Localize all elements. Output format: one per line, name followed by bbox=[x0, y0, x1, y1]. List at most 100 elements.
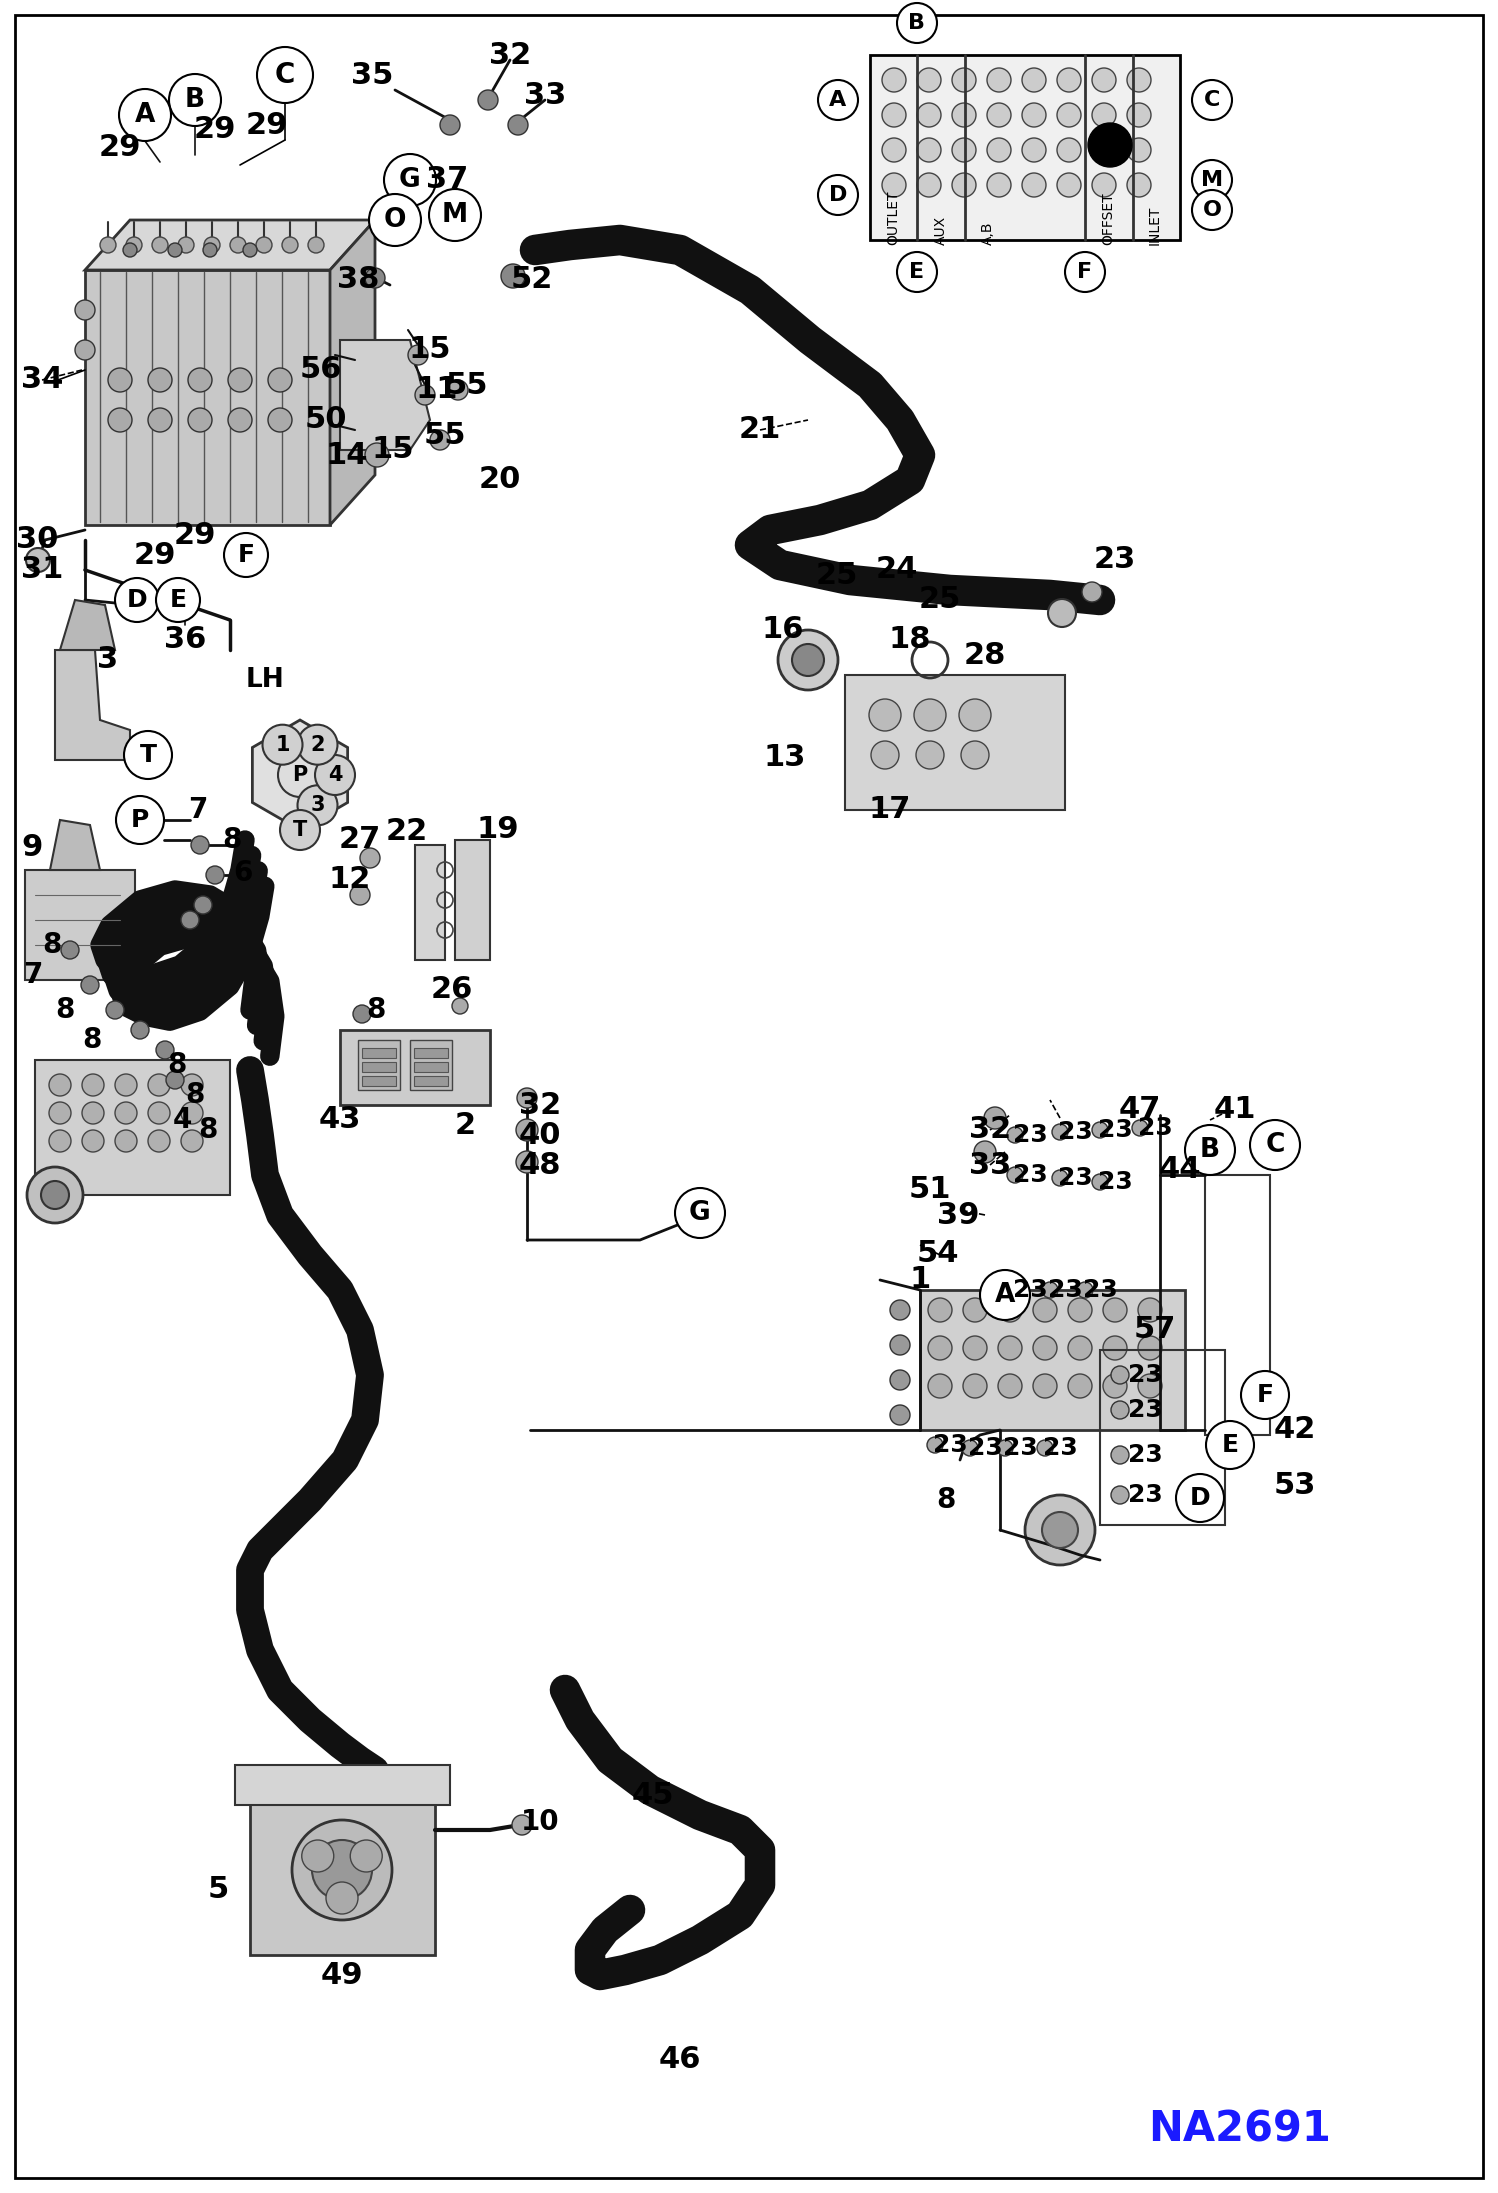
Circle shape bbox=[512, 1816, 532, 1836]
Polygon shape bbox=[55, 649, 130, 761]
Circle shape bbox=[1092, 1123, 1109, 1138]
Circle shape bbox=[953, 138, 977, 162]
Circle shape bbox=[148, 368, 172, 393]
Text: 23: 23 bbox=[1043, 1436, 1077, 1461]
Text: 31: 31 bbox=[21, 555, 63, 586]
Circle shape bbox=[82, 1103, 103, 1125]
Circle shape bbox=[25, 548, 49, 572]
Text: 23: 23 bbox=[968, 1436, 1002, 1461]
Text: 23: 23 bbox=[1128, 1364, 1162, 1386]
Circle shape bbox=[360, 849, 380, 868]
Text: 2: 2 bbox=[310, 735, 325, 754]
Text: 8: 8 bbox=[198, 1116, 217, 1145]
Text: 11: 11 bbox=[416, 375, 458, 404]
Circle shape bbox=[189, 408, 213, 432]
Circle shape bbox=[225, 533, 268, 577]
Circle shape bbox=[869, 700, 900, 730]
Text: A,B: A,B bbox=[981, 221, 995, 246]
Circle shape bbox=[517, 1088, 536, 1107]
Circle shape bbox=[351, 1840, 382, 1873]
Bar bbox=[1100, 1351, 1225, 1524]
Text: 47: 47 bbox=[1119, 1096, 1161, 1125]
Bar bbox=[34, 1059, 231, 1195]
Text: 8: 8 bbox=[55, 996, 75, 1024]
Circle shape bbox=[1092, 68, 1116, 92]
Text: A: A bbox=[135, 103, 156, 127]
Circle shape bbox=[115, 1129, 136, 1151]
Text: 23: 23 bbox=[1128, 1443, 1162, 1467]
Circle shape bbox=[1138, 1375, 1162, 1397]
Circle shape bbox=[478, 90, 497, 110]
Text: 23: 23 bbox=[1083, 1279, 1118, 1303]
Text: 40: 40 bbox=[518, 1121, 562, 1149]
Text: 10: 10 bbox=[521, 1807, 559, 1836]
Text: 13: 13 bbox=[764, 743, 806, 772]
Text: 50: 50 bbox=[304, 406, 348, 434]
Circle shape bbox=[953, 68, 977, 92]
Circle shape bbox=[959, 700, 992, 730]
Text: 26: 26 bbox=[431, 976, 473, 1004]
Circle shape bbox=[914, 700, 947, 730]
Circle shape bbox=[156, 579, 201, 623]
Circle shape bbox=[890, 1336, 909, 1355]
Text: 29: 29 bbox=[133, 539, 177, 570]
Circle shape bbox=[1249, 1121, 1300, 1171]
Circle shape bbox=[870, 741, 899, 770]
Text: 36: 36 bbox=[163, 625, 207, 654]
Text: 24: 24 bbox=[876, 555, 918, 586]
Circle shape bbox=[777, 629, 837, 691]
Circle shape bbox=[1068, 1336, 1092, 1360]
Circle shape bbox=[268, 368, 292, 393]
Text: D: D bbox=[1189, 1487, 1210, 1511]
Text: 8: 8 bbox=[82, 1026, 102, 1055]
Text: 15: 15 bbox=[409, 336, 451, 364]
Bar bbox=[358, 1039, 400, 1090]
Text: 8: 8 bbox=[42, 932, 61, 958]
Text: 23: 23 bbox=[1098, 1171, 1132, 1193]
Bar bbox=[340, 1031, 490, 1105]
Circle shape bbox=[75, 300, 94, 320]
Circle shape bbox=[915, 741, 944, 770]
Circle shape bbox=[1088, 123, 1132, 167]
Text: OFFSET: OFFSET bbox=[1101, 193, 1115, 246]
Circle shape bbox=[890, 1406, 909, 1425]
Circle shape bbox=[1206, 1421, 1254, 1469]
Text: 23: 23 bbox=[1098, 1118, 1132, 1143]
Circle shape bbox=[1068, 1375, 1092, 1397]
Circle shape bbox=[115, 1103, 136, 1125]
Text: A: A bbox=[995, 1283, 1016, 1307]
Circle shape bbox=[927, 1298, 953, 1322]
Circle shape bbox=[282, 237, 298, 252]
Circle shape bbox=[1034, 1375, 1058, 1397]
Bar bbox=[1204, 1175, 1270, 1434]
Text: G: G bbox=[689, 1200, 712, 1226]
Circle shape bbox=[279, 752, 322, 796]
Circle shape bbox=[1022, 68, 1046, 92]
Circle shape bbox=[75, 340, 94, 360]
Circle shape bbox=[181, 1103, 204, 1125]
Circle shape bbox=[890, 1300, 909, 1320]
Circle shape bbox=[292, 1820, 392, 1921]
Circle shape bbox=[882, 173, 906, 197]
Bar bbox=[413, 1048, 448, 1057]
Circle shape bbox=[49, 1129, 70, 1151]
Circle shape bbox=[500, 263, 524, 287]
Circle shape bbox=[1068, 1298, 1092, 1322]
Circle shape bbox=[61, 941, 79, 958]
Text: 17: 17 bbox=[869, 796, 911, 825]
Text: 4: 4 bbox=[328, 765, 342, 785]
Circle shape bbox=[123, 243, 136, 257]
Text: 8: 8 bbox=[367, 996, 385, 1024]
Text: 46: 46 bbox=[659, 2046, 701, 2075]
Text: 21: 21 bbox=[739, 414, 780, 445]
Circle shape bbox=[1126, 173, 1150, 197]
Circle shape bbox=[27, 1167, 82, 1224]
Circle shape bbox=[327, 1882, 358, 1914]
Circle shape bbox=[676, 1189, 725, 1239]
Circle shape bbox=[298, 785, 337, 825]
Polygon shape bbox=[340, 340, 430, 450]
Text: C: C bbox=[1266, 1132, 1285, 1158]
Circle shape bbox=[231, 237, 246, 252]
Text: 6: 6 bbox=[234, 860, 253, 886]
Circle shape bbox=[1112, 1401, 1129, 1419]
